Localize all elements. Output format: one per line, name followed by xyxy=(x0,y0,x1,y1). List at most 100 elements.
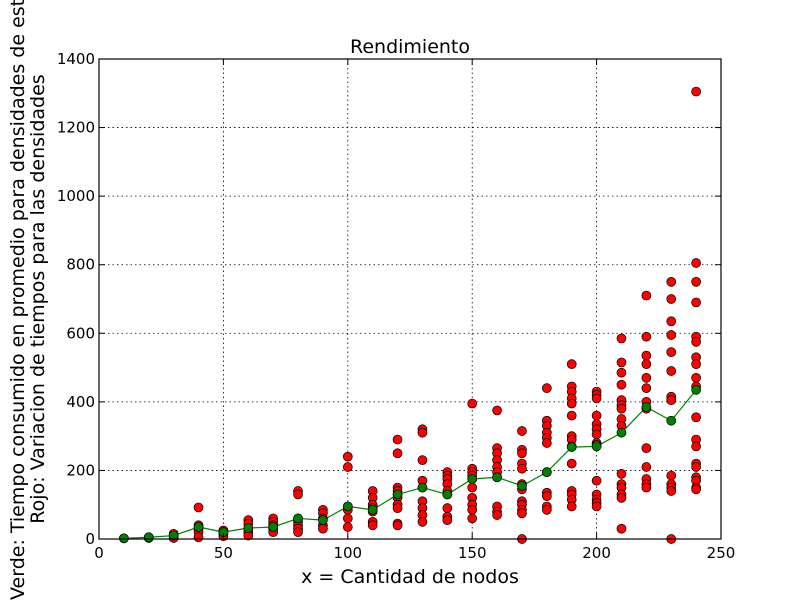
green-point xyxy=(467,474,478,484)
red-point xyxy=(566,359,577,369)
red-point xyxy=(616,379,627,390)
y-tick-label: 600 xyxy=(66,324,95,342)
red-point xyxy=(293,489,303,500)
red-point xyxy=(666,294,677,304)
red-point xyxy=(641,331,652,342)
red-point xyxy=(392,520,403,531)
red-point xyxy=(566,501,577,512)
red-point xyxy=(591,475,602,486)
red-point xyxy=(517,508,527,519)
red-point xyxy=(666,470,677,481)
green-point xyxy=(143,532,154,543)
green-point xyxy=(541,467,552,477)
red-point xyxy=(492,510,502,520)
green-point xyxy=(591,441,602,452)
red-point xyxy=(566,458,577,469)
red-point xyxy=(616,367,627,378)
red-point xyxy=(467,398,478,409)
red-point xyxy=(541,383,552,393)
y-tick-label: 1200 xyxy=(57,119,95,137)
x-tick-label: 200 xyxy=(582,544,611,562)
green-point xyxy=(392,489,403,500)
red-point xyxy=(616,333,627,344)
red-point xyxy=(691,337,701,347)
plot-area xyxy=(99,59,721,539)
red-point xyxy=(392,448,403,459)
red-point xyxy=(616,493,627,503)
x-tick-label: 100 xyxy=(333,544,362,562)
green-point xyxy=(616,427,627,438)
red-point xyxy=(591,410,602,421)
x-tick-labels: 0 50 100 150 200 250 xyxy=(94,544,735,562)
red-point xyxy=(566,410,577,421)
red-point xyxy=(666,395,677,405)
red-point xyxy=(691,412,701,423)
red-point xyxy=(392,434,403,445)
green-point xyxy=(666,415,677,426)
red-point xyxy=(293,527,303,537)
red-point xyxy=(691,484,701,495)
red-point xyxy=(691,359,701,369)
y-tick-labels: 0 200 400 600 800 1000 1200 1400 xyxy=(57,50,95,548)
y-tick-label: 1000 xyxy=(57,187,95,205)
red-point xyxy=(616,523,627,534)
red-point xyxy=(616,469,627,479)
red-point xyxy=(467,513,478,524)
red-point xyxy=(641,359,652,369)
red-point xyxy=(342,462,353,472)
chart-title: Rendimiento xyxy=(350,36,470,58)
green-point xyxy=(293,513,303,524)
y-tick-label: 1400 xyxy=(57,50,95,68)
red-point xyxy=(641,462,652,472)
red-point xyxy=(666,366,677,376)
red-point xyxy=(616,403,627,414)
y-axis-label-line2: Rojo: Variacion de tiempos para las dens… xyxy=(27,74,49,523)
red-point xyxy=(691,441,701,452)
plot-frame xyxy=(98,58,722,540)
y-tick-label: 200 xyxy=(66,461,95,479)
green-point xyxy=(517,481,527,491)
green-point xyxy=(691,385,701,395)
red-point xyxy=(591,501,602,512)
red-point xyxy=(691,297,701,308)
y-tick-label: 800 xyxy=(66,256,95,274)
red-point xyxy=(691,373,701,383)
red-point xyxy=(193,532,204,543)
red-point xyxy=(666,277,677,287)
green-point xyxy=(566,442,577,452)
red-point xyxy=(517,448,527,459)
red-point xyxy=(641,350,652,361)
red-point xyxy=(541,438,552,448)
red-point xyxy=(691,462,701,472)
green-point xyxy=(243,523,254,533)
red-point xyxy=(666,330,677,340)
red-point xyxy=(641,373,652,383)
x-tick-label: 250 xyxy=(707,544,736,562)
red-point xyxy=(691,277,701,287)
red-point xyxy=(591,393,602,404)
red-point xyxy=(666,347,677,357)
red-point xyxy=(517,463,527,474)
red-point xyxy=(492,405,502,416)
red-point xyxy=(417,427,428,438)
red-point xyxy=(392,503,403,513)
red-point xyxy=(342,522,353,532)
green-point xyxy=(342,501,353,512)
red-point xyxy=(566,398,577,409)
red-point xyxy=(442,503,453,513)
red-point xyxy=(666,486,677,496)
red-point xyxy=(342,513,353,524)
green-point xyxy=(168,530,179,541)
red-point xyxy=(417,455,428,465)
red-point xyxy=(467,482,478,493)
red-point xyxy=(318,523,328,534)
red-point xyxy=(541,505,552,515)
red-point xyxy=(517,426,527,436)
red-point xyxy=(417,517,428,527)
y-tick-label: 400 xyxy=(66,393,95,411)
x-tick-label: 0 xyxy=(94,544,104,562)
green-point xyxy=(417,482,428,493)
red-point xyxy=(616,357,627,368)
axis-ticks xyxy=(98,58,722,540)
red-point xyxy=(691,258,701,268)
